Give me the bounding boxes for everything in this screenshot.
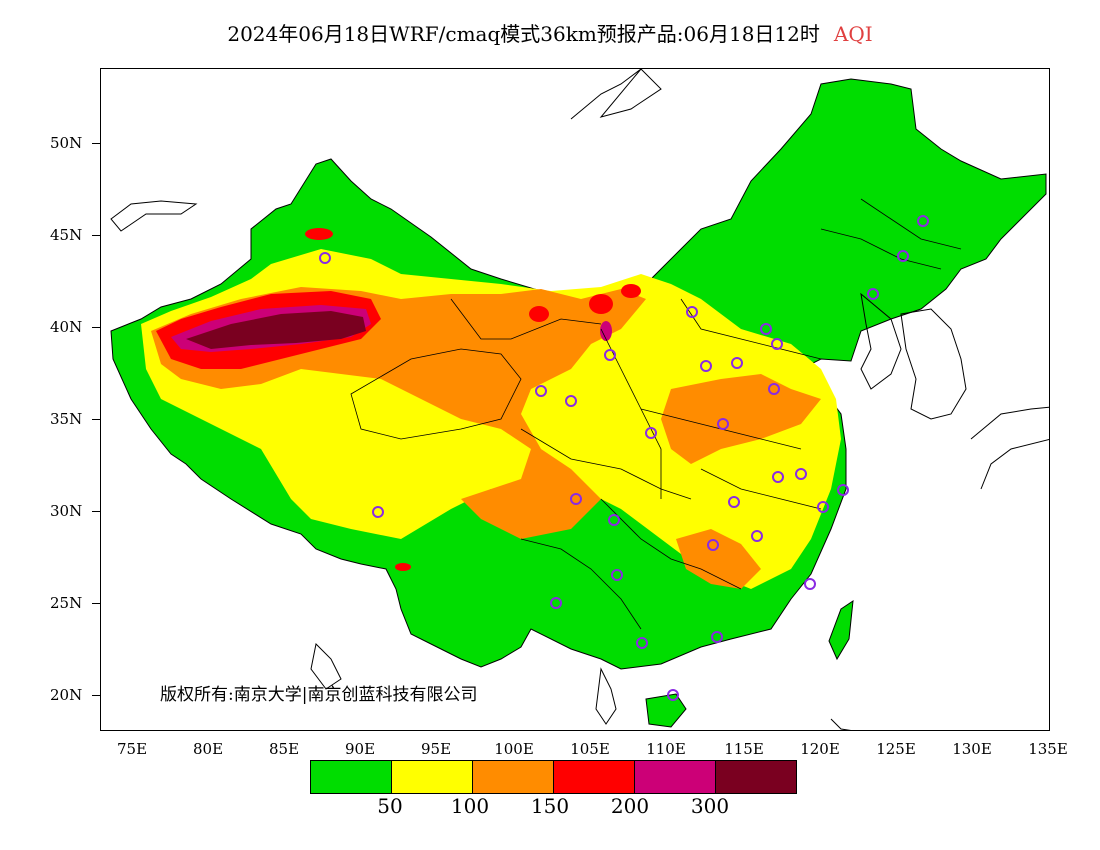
title-text: 2024年06月18日WRF/cmaq模式36km预报产品:06月18日12时 [227,22,820,46]
station-marker [867,288,879,300]
legend-swatch [635,761,716,793]
y-tick [92,235,100,236]
y-tick-label: 20N [50,686,83,704]
x-tick-label: 135E [1028,740,1068,758]
y-tick-label: 45N [50,226,83,244]
legend-label: 150 [530,794,570,818]
x-tick-label: 120E [800,740,840,758]
station-marker [550,597,562,609]
y-tick [92,511,100,512]
station-marker [731,357,743,369]
aqi-map [110,69,1049,730]
station-marker [636,637,648,649]
legend-swatch [554,761,635,793]
x-tick-label: 110E [646,740,686,758]
x-tick-label: 125E [876,740,916,758]
legend-swatch [392,761,473,793]
y-tick [92,695,100,696]
station-marker [565,395,577,407]
station-marker [772,471,784,483]
y-tick-label: 30N [50,502,83,520]
title-variable: AQI [833,22,873,46]
legend-label: 300 [690,794,730,818]
x-tick-label: 95E [420,740,452,758]
color-legend [310,760,797,794]
station-marker [771,338,783,350]
station-marker [707,539,719,551]
map-title: 2024年06月18日WRF/cmaq模式36km预报产品:06月18日12时 A… [0,18,1100,47]
aqi-spot-red [305,228,333,240]
y-tick [92,143,100,144]
station-marker [804,578,816,590]
aqi-band-orange-east [661,374,821,464]
x-tick-label: 80E [192,740,224,758]
station-marker [711,631,723,643]
x-tick-label: 90E [344,740,376,758]
station-marker [717,418,729,430]
station-marker [728,496,740,508]
y-tick-label: 25N [50,594,83,612]
x-tick-label: 75E [116,740,148,758]
map-panel [100,68,1050,731]
station-marker [768,383,780,395]
legend-swatch [311,761,392,793]
legend-label: 100 [450,794,490,818]
x-tick-label: 130E [952,740,992,758]
hainan-island [645,693,687,728]
aqi-band-orange-south [676,529,761,589]
station-marker [604,349,616,361]
aqi-spot-red [529,306,549,322]
station-marker [917,215,929,227]
station-marker [611,569,623,581]
y-tick [92,603,100,604]
province-borders [350,198,962,630]
coastlines [110,69,1049,730]
aqi-band-darkred [186,311,366,349]
legend-label: 200 [610,794,650,818]
y-tick-label: 40N [50,318,83,336]
x-tick-label: 105E [570,740,610,758]
legend-swatch [473,761,554,793]
station-marker [645,427,657,439]
station-marker [760,323,772,335]
station-marker [535,385,547,397]
station-marker [897,250,909,262]
x-tick-label: 100E [494,740,534,758]
copyright-text: 版权所有:南京大学|南京创蓝科技有限公司 [160,685,478,705]
station-marker [751,530,763,542]
aqi-spot-magenta [600,321,612,341]
y-tick [92,327,100,328]
legend-swatch [716,761,796,793]
station-marker [817,501,829,513]
station-marker [837,484,849,496]
monitoring-stations [319,215,929,701]
station-marker [319,252,331,264]
x-tick-label: 85E [268,740,300,758]
aqi-spot-red [621,284,641,298]
station-marker [686,306,698,318]
aqi-spot-red [395,563,411,571]
station-marker [795,468,807,480]
x-tick-label: 115E [724,740,764,758]
legend-label: 50 [377,794,403,818]
y-tick-label: 50N [50,134,83,152]
station-marker [667,689,679,701]
station-marker [608,514,620,526]
station-marker [700,360,712,372]
station-marker [372,506,384,518]
y-tick-label: 35N [50,410,83,428]
taiwan-island [828,599,854,661]
y-tick [92,419,100,420]
aqi-spot-red [589,294,613,314]
station-marker [570,493,582,505]
